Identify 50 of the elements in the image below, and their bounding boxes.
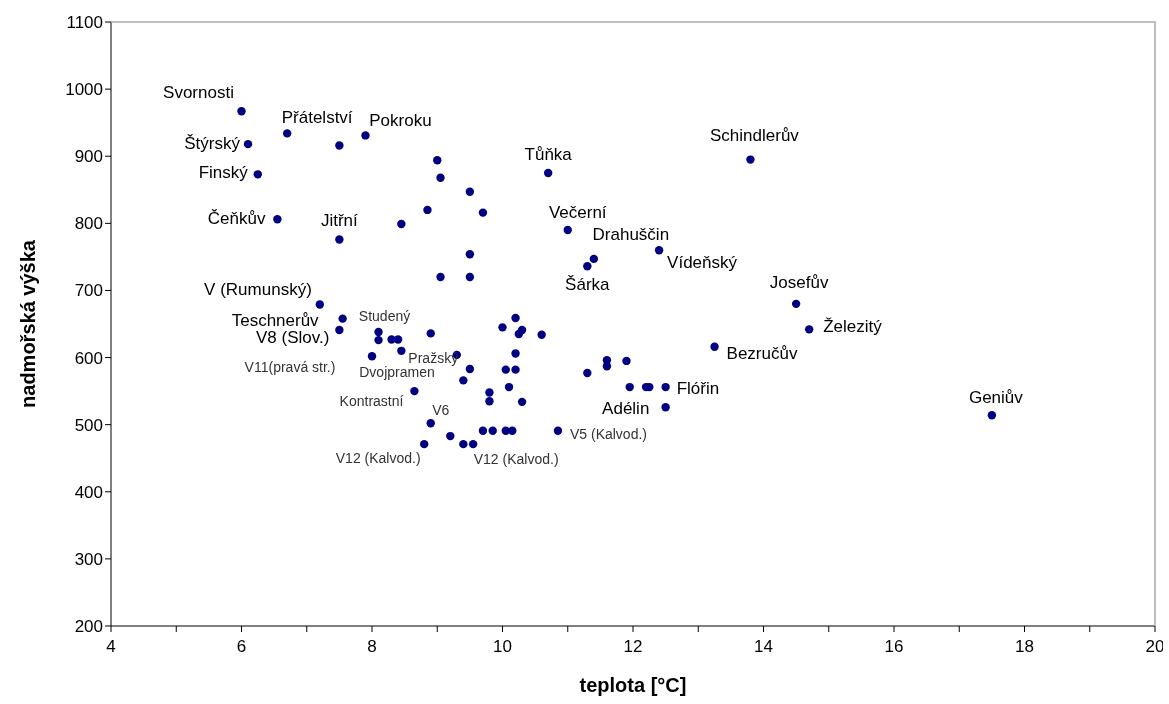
annotation: Flóřin — [676, 378, 720, 398]
y-tick-label: 1000 — [65, 80, 103, 100]
x-tick-label: 14 — [754, 637, 773, 657]
x-tick-label: 18 — [1015, 637, 1034, 657]
y-tick-label: 400 — [74, 482, 103, 502]
annotation: Vídeňský — [667, 252, 738, 272]
x-tick-label: 6 — [236, 637, 247, 657]
y-tick-label: 800 — [74, 214, 103, 234]
annotation: V12 (Kalvod.) — [473, 450, 559, 467]
x-tick-label: 10 — [493, 637, 512, 657]
annotation: V12 (Kalvod.) — [335, 449, 421, 466]
y-tick-label: 600 — [74, 348, 103, 368]
annotation: Svornosti — [163, 82, 234, 102]
annotation: V11(pravá str.) — [244, 358, 336, 375]
annotation: Večerní — [548, 202, 607, 222]
y-tick-label: 1100 — [66, 13, 103, 33]
y-tick-label: 500 — [74, 415, 103, 435]
x-tick-label: 12 — [623, 637, 643, 657]
annotation: Jitřní — [320, 210, 359, 230]
annotation: Josefův — [769, 273, 829, 293]
annotation: Čeňkův — [207, 208, 266, 228]
x-axis-title: teplota [°C] — [579, 674, 687, 696]
annotation: Železitý — [823, 316, 883, 336]
annotation: Studený — [358, 307, 411, 324]
annotation: Tůňka — [524, 145, 573, 165]
annotation: V (Rumunský) — [204, 280, 312, 300]
y-tick-label: 700 — [74, 281, 103, 301]
annotation: Bezručův — [726, 344, 798, 364]
annotation: Adélin — [602, 398, 650, 418]
x-tick-label: 8 — [367, 637, 377, 657]
annotation: Kontrastní — [339, 392, 404, 409]
x-tick-label: 20 — [1145, 637, 1165, 657]
annotation: Dvojpramen — [359, 363, 435, 380]
annotation: Drahuščin — [592, 225, 670, 245]
x-tick-label: 4 — [106, 637, 116, 657]
annotation: Geniův — [968, 387, 1024, 407]
y-tick-label: 200 — [74, 617, 103, 637]
annotation: V5 (Kalvod.) — [569, 426, 648, 443]
annotation: V6 — [432, 402, 450, 419]
annotation: Finský — [198, 162, 249, 182]
y-tick-label: 300 — [74, 549, 103, 569]
annotation: Přátelství — [281, 107, 353, 127]
annotation: Šárka — [565, 274, 611, 294]
x-tick-label: 16 — [884, 637, 904, 657]
annotation: Štýrský — [184, 133, 241, 153]
annotation: Pokroku — [369, 110, 432, 130]
y-tick-label: 900 — [74, 147, 103, 167]
annotation: Schindlerův — [710, 126, 800, 146]
annotation: Pražský — [408, 349, 459, 366]
y-axis-title: nadmořská výška — [17, 239, 40, 408]
